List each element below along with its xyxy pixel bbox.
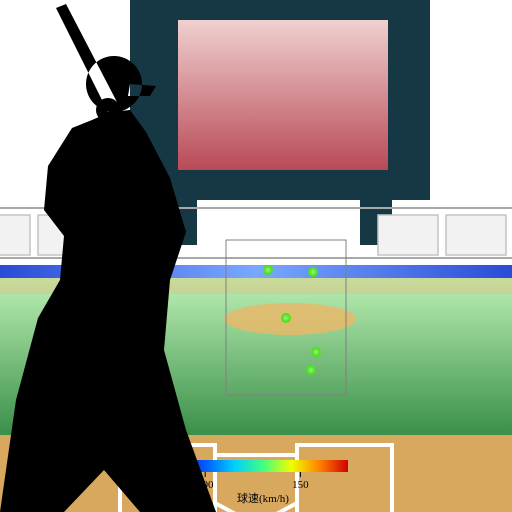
stands-panel [378,215,438,255]
colorbar-tick-label: 150 [292,479,309,491]
stands-panel [446,215,506,255]
stands-panel [0,215,30,255]
speed-colorbar [178,460,348,472]
colorbar-axis-label: 球速(km/h) [237,491,289,505]
pitch-marker [311,347,321,357]
pitch-marker [263,265,273,275]
pitch-marker [308,267,318,277]
scoreboard-screen [178,20,388,170]
pitch-marker [306,365,316,375]
pitch-marker [281,313,291,323]
